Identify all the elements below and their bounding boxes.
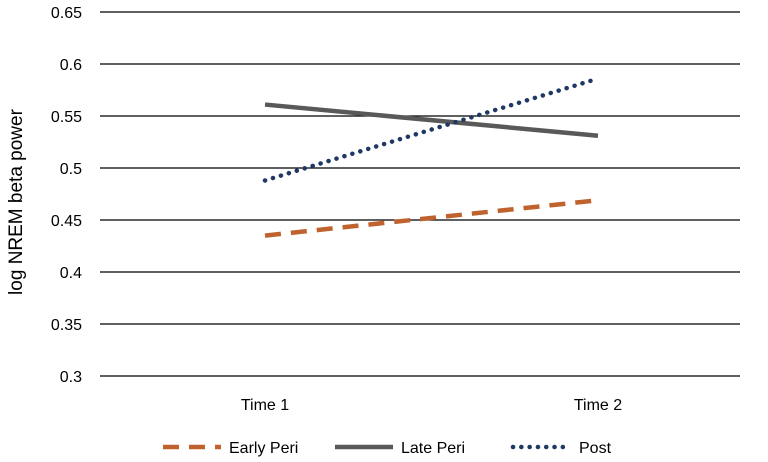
legend: Early Peri Late Peri Post <box>163 440 612 457</box>
x-tick-label-0: Time 1 <box>241 397 289 414</box>
series-lines <box>262 76 601 238</box>
series-line-post <box>262 76 601 183</box>
legend-label-1: Late Peri <box>401 440 465 457</box>
x-tick-label-1: Time 2 <box>574 397 622 414</box>
gridlines <box>100 11 740 377</box>
y-tick-label-3: 0.45 <box>51 213 82 230</box>
y-axis-title: log NREM beta power <box>6 108 27 295</box>
y-tick-label-0: 0.3 <box>60 369 82 386</box>
y-tick-label-1: 0.35 <box>51 317 82 334</box>
legend-label-0: Early Peri <box>229 440 298 457</box>
y-tick-label-7: 0.65 <box>51 5 82 22</box>
y-tick-label-6: 0.6 <box>60 57 82 74</box>
x-axis-tick-labels: Time 1 Time 2 <box>241 397 622 414</box>
y-tick-label-5: 0.55 <box>51 109 82 126</box>
y-tick-label-2: 0.4 <box>60 265 82 282</box>
y-axis-tick-labels: 0.3 0.35 0.4 0.45 0.5 0.55 0.6 0.65 <box>51 5 82 386</box>
y-tick-label-4: 0.5 <box>60 161 82 178</box>
legend-label-2: Post <box>579 440 612 457</box>
series-line-late-peri <box>264 102 599 139</box>
series-line-early-peri <box>264 198 599 238</box>
